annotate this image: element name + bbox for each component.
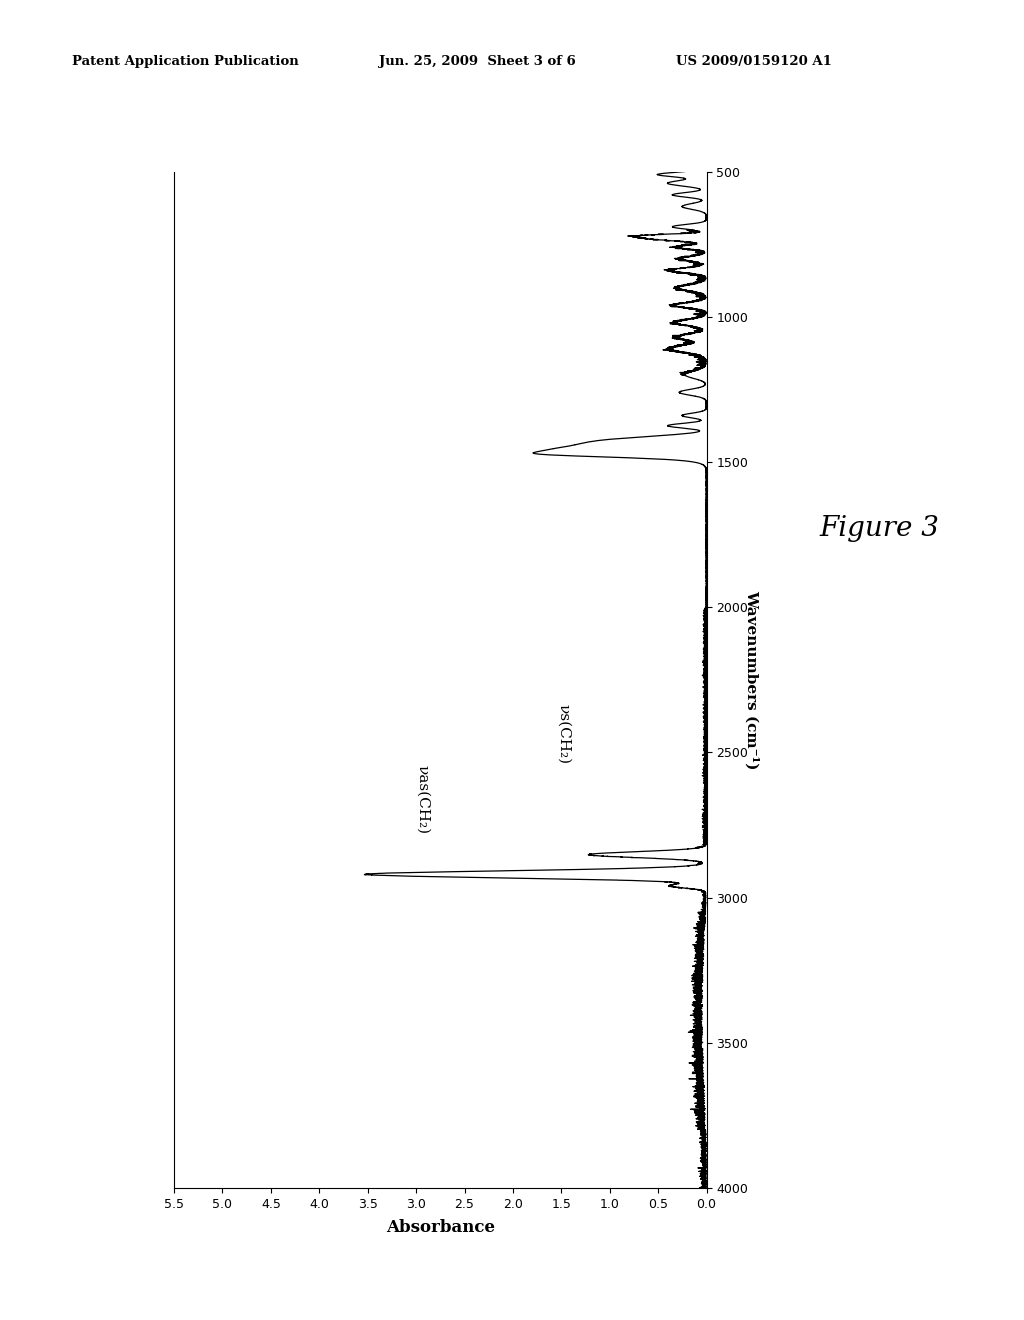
Y-axis label: Wavenumbers (cm⁻¹): Wavenumbers (cm⁻¹) <box>744 590 759 770</box>
Text: Patent Application Publication: Patent Application Publication <box>72 55 298 69</box>
Text: Jun. 25, 2009  Sheet 3 of 6: Jun. 25, 2009 Sheet 3 of 6 <box>379 55 575 69</box>
X-axis label: Absorbance: Absorbance <box>386 1220 495 1236</box>
Text: νs(CH₂): νs(CH₂) <box>556 704 570 764</box>
Text: Figure 3: Figure 3 <box>819 515 939 541</box>
Text: US 2009/0159120 A1: US 2009/0159120 A1 <box>676 55 831 69</box>
Text: νas(CH₂): νas(CH₂) <box>416 764 430 834</box>
